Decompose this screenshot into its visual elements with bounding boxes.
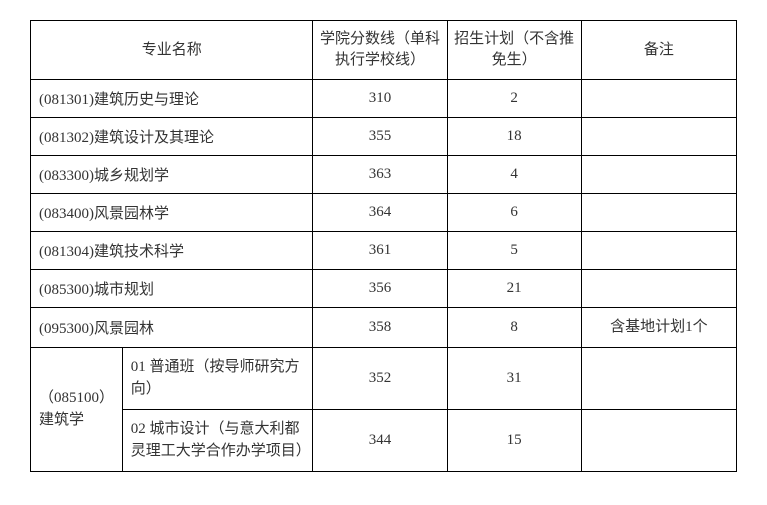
cell-remark [581, 232, 736, 270]
cell-remark [581, 80, 736, 118]
cell-name: (081301)建筑历史与理论 [31, 80, 313, 118]
cell-plan: 18 [447, 118, 581, 156]
cell-plan: 2 [447, 80, 581, 118]
cell-plan: 6 [447, 194, 581, 232]
cell-plan: 4 [447, 156, 581, 194]
table-row: 02 城市设计（与意大利都灵理工大学合作办学项目） 344 15 [31, 409, 737, 471]
table-row: (083300)城乡规划学 363 4 [31, 156, 737, 194]
table-row: (081304)建筑技术科学 361 5 [31, 232, 737, 270]
cell-score: 356 [313, 270, 447, 308]
cell-remark [581, 156, 736, 194]
cell-remark [581, 270, 736, 308]
table-row: (085300)城市规划 356 21 [31, 270, 737, 308]
header-score: 学院分数线（单科执行学校线） [313, 21, 447, 80]
cell-score: 361 [313, 232, 447, 270]
cell-score: 363 [313, 156, 447, 194]
cell-name: (083400)风景园林学 [31, 194, 313, 232]
cell-remark [581, 347, 736, 409]
table-row: (081301)建筑历史与理论 310 2 [31, 80, 737, 118]
table-header-row: 专业名称 学院分数线（单科执行学校线） 招生计划（不含推免生） 备注 [31, 21, 737, 80]
cell-name: (081304)建筑技术科学 [31, 232, 313, 270]
cell-remark [581, 409, 736, 471]
table-row: (081302)建筑设计及其理论 355 18 [31, 118, 737, 156]
header-plan: 招生计划（不含推免生） [447, 21, 581, 80]
table-row: （085100）建筑学 01 普通班（按导师研究方向） 352 31 [31, 347, 737, 409]
cell-subname: 01 普通班（按导师研究方向） [122, 347, 313, 409]
cell-name: (083300)城乡规划学 [31, 156, 313, 194]
cell-subname: 02 城市设计（与意大利都灵理工大学合作办学项目） [122, 409, 313, 471]
cell-name: (085300)城市规划 [31, 270, 313, 308]
cell-name: (095300)风景园林 [31, 308, 313, 348]
table-row: (083400)风景园林学 364 6 [31, 194, 737, 232]
merged-parent: （085100）建筑学 [31, 347, 123, 471]
cell-plan: 31 [447, 347, 581, 409]
cell-remark: 含基地计划1个 [581, 308, 736, 348]
table-row: (095300)风景园林 358 8 含基地计划1个 [31, 308, 737, 348]
cell-score: 344 [313, 409, 447, 471]
cell-remark [581, 194, 736, 232]
cell-score: 355 [313, 118, 447, 156]
cell-score: 352 [313, 347, 447, 409]
cell-plan: 15 [447, 409, 581, 471]
cell-plan: 5 [447, 232, 581, 270]
header-name: 专业名称 [31, 21, 313, 80]
cell-score: 358 [313, 308, 447, 348]
cell-plan: 8 [447, 308, 581, 348]
cell-name: (081302)建筑设计及其理论 [31, 118, 313, 156]
cell-score: 364 [313, 194, 447, 232]
cell-plan: 21 [447, 270, 581, 308]
cell-remark [581, 118, 736, 156]
header-remark: 备注 [581, 21, 736, 80]
cell-score: 310 [313, 80, 447, 118]
major-scores-table: 专业名称 学院分数线（单科执行学校线） 招生计划（不含推免生） 备注 (0813… [30, 20, 737, 472]
